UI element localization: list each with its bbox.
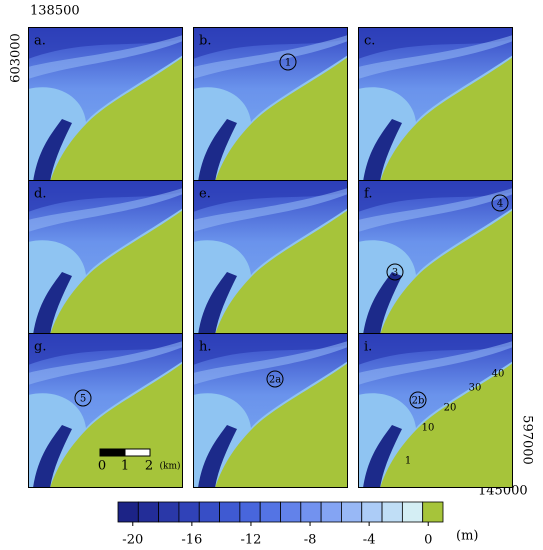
map-image (193, 333, 348, 488)
annotation: 3 (392, 268, 398, 279)
colorbar-cell (117, 501, 139, 523)
colorbar-cell (259, 501, 281, 523)
colorbar-cell (401, 501, 424, 523)
colorbar-cell (361, 501, 383, 523)
annotation: 2b (412, 396, 425, 407)
map-image (193, 180, 348, 335)
scale-bar-label: 1 (121, 459, 129, 474)
x-left-coord: 138500 (30, 4, 80, 19)
scale-bar-black (99, 448, 126, 457)
contour-label: 1 (405, 456, 411, 467)
annotation: 1 (285, 58, 291, 69)
panel-label: f. (364, 187, 372, 202)
map-image (193, 27, 348, 182)
annotation-circle (409, 391, 427, 409)
colorbar-cell (381, 501, 403, 523)
panel-label: d. (34, 187, 46, 202)
colorbar-cell (300, 501, 322, 523)
map-panel: h. 2a (193, 333, 348, 488)
scale-bar-label: (km) (159, 461, 180, 472)
annotation: 2a (269, 375, 281, 386)
map-panel: d. (28, 180, 183, 335)
map-image (28, 27, 183, 182)
scale-bar-label: 0 (98, 459, 106, 474)
colorbar-tick-label: 0 (424, 533, 432, 548)
scale-bar-label: 2 (145, 459, 153, 474)
map-image (358, 27, 513, 182)
contour-label: 40 (492, 369, 505, 380)
map-image (358, 180, 513, 335)
panel-label: c. (364, 34, 375, 49)
panel-label: b. (199, 34, 211, 49)
annotation-circle (266, 370, 284, 388)
map-panel: g. 5 0 1 2 (km) (28, 333, 183, 488)
colorbar-cell (320, 501, 342, 523)
contour-label: 30 (469, 383, 482, 394)
annotation-circle (279, 53, 297, 71)
colorbar-cell (178, 501, 200, 523)
colorbar-cell (239, 501, 261, 523)
colorbar-unit: (m) (456, 529, 478, 544)
map-image (28, 180, 183, 335)
map-panel: f. 4 3 (358, 180, 513, 335)
panel-label: h. (199, 340, 212, 355)
colorbar-tick-label: -4 (363, 533, 376, 548)
colorbar-cell (198, 501, 220, 523)
colorbar-tick-label: -16 (181, 533, 202, 548)
colorbar-tick-label: -20 (122, 533, 143, 548)
map-panel: i. 2b 1 10 20 30 40 (358, 333, 513, 488)
map-panel: b. 1 (193, 27, 348, 182)
colorbar-cell (341, 501, 363, 523)
annotation: 4 (497, 199, 503, 210)
colorbar-cell (137, 501, 160, 523)
map-panel: e. (193, 180, 348, 335)
colorbar-tick-label: -8 (304, 533, 317, 548)
map-image (358, 333, 513, 488)
colorbar-cell (158, 501, 180, 523)
panel-label: e. (199, 187, 211, 202)
annotation-circle (74, 389, 92, 407)
colorbar-tick-label: -12 (240, 533, 261, 548)
annotation: 5 (80, 394, 86, 405)
y-bottom-coord: 597000 (520, 415, 535, 465)
colorbar-cell (422, 501, 444, 523)
panel-label: a. (34, 34, 46, 49)
colorbar-cell (219, 501, 241, 523)
contour-label: 10 (422, 423, 435, 434)
y-top-coord: 603000 (9, 33, 24, 83)
map-panel: a. (28, 27, 183, 182)
panel-label: g. (34, 340, 46, 355)
map-panel: c. (358, 27, 513, 182)
panel-label: i. (364, 340, 372, 355)
scale-bar-white (124, 448, 151, 457)
annotation-circle (491, 194, 509, 212)
colorbar-cell (280, 501, 302, 523)
contour-label: 20 (444, 403, 457, 414)
annotation-circle (386, 263, 404, 281)
